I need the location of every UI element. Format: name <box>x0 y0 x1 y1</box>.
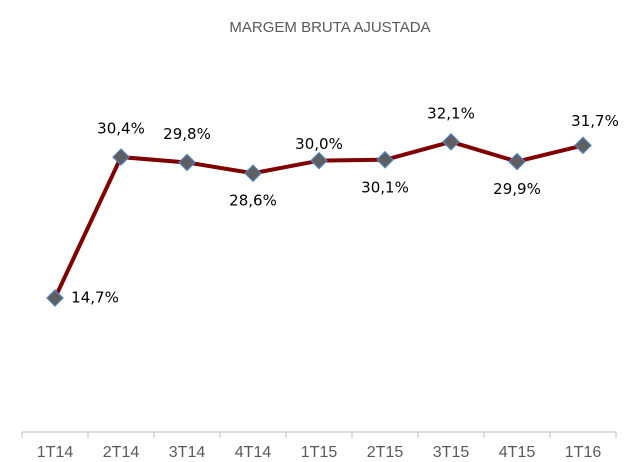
marker <box>442 132 460 151</box>
data-label: 29,9% <box>493 180 541 198</box>
x-tick-label: 1T14 <box>37 444 74 461</box>
data-label: 30,1% <box>361 178 409 196</box>
chart-title: MARGEM BRUTA AJUSTADA <box>229 19 430 36</box>
data-label: 30,0% <box>295 135 343 153</box>
x-tick-label: 2T15 <box>367 444 404 461</box>
marker <box>310 151 328 170</box>
data-label: 29,8% <box>163 125 211 143</box>
marker <box>376 150 394 169</box>
data-label: 32,1% <box>427 104 475 122</box>
data-label: 28,6% <box>229 192 277 210</box>
marker <box>46 289 64 307</box>
x-tick-label: 1T15 <box>301 444 338 461</box>
marker <box>112 148 130 166</box>
data-label: 30,4% <box>97 120 145 138</box>
marker <box>244 164 262 183</box>
x-tick-label: 3T14 <box>169 444 206 461</box>
x-tick-label: 3T15 <box>433 444 470 461</box>
x-tick-label: 4T15 <box>499 444 536 461</box>
x-tick-label: 4T14 <box>235 444 272 461</box>
data-label: 14,7% <box>71 289 119 307</box>
marker <box>508 152 526 171</box>
data-label: 31,7% <box>571 112 619 130</box>
x-tick-label: 2T14 <box>103 444 140 461</box>
marker <box>178 153 196 172</box>
marker <box>574 136 592 155</box>
x-tick-label: 1T16 <box>565 444 602 461</box>
